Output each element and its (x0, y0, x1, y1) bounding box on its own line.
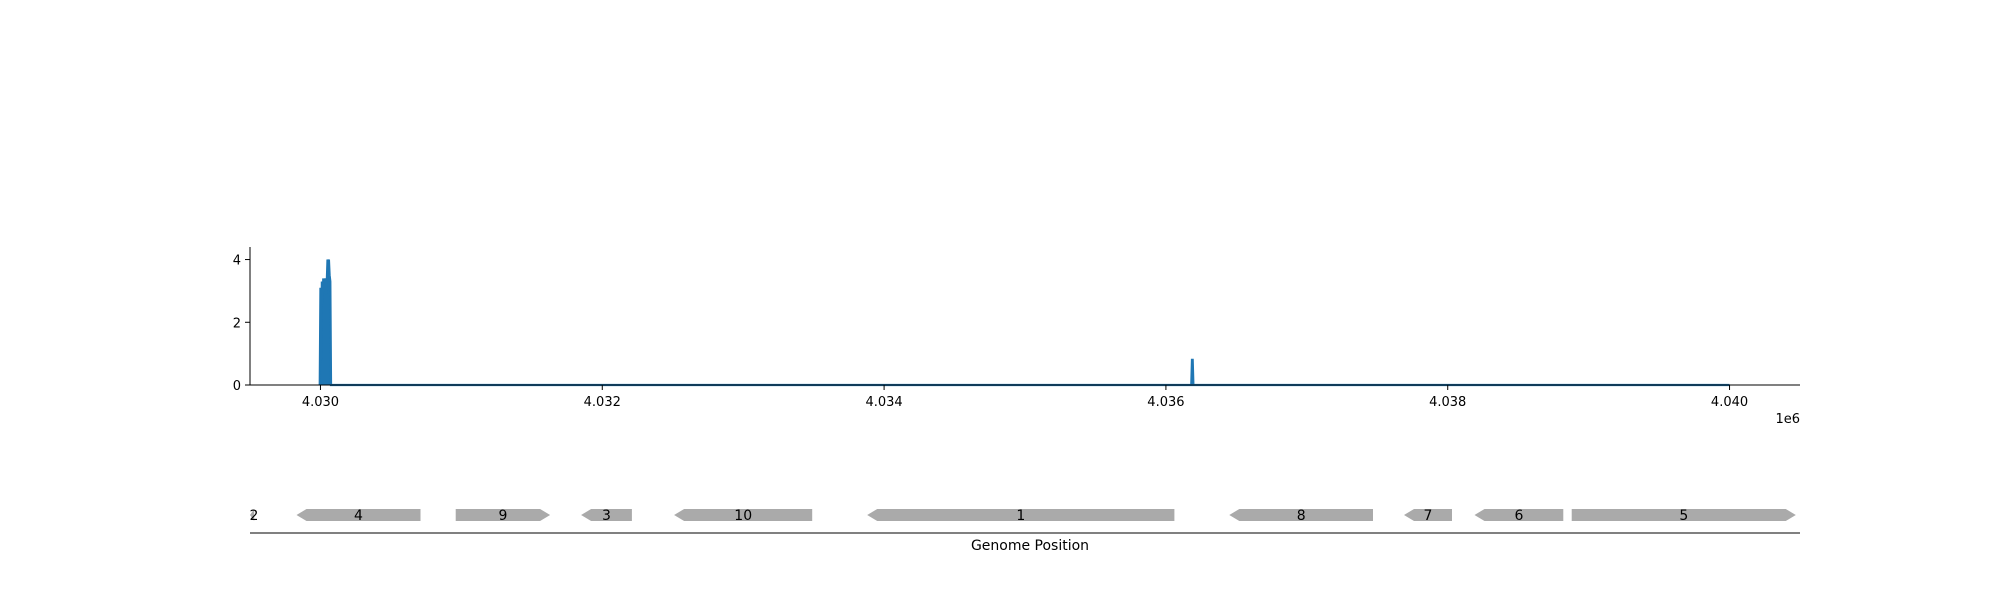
gene-arrows: 2 4 9 3 10 1 8 7 6 5 (250, 508, 1796, 524)
gene-arrow-5 (1571, 509, 1796, 521)
gene-arrow-6 (1474, 509, 1564, 521)
gene-arrow-8 (1229, 509, 1373, 521)
gene-arrow-9 (455, 509, 551, 521)
x-tick-label: 4.034 (865, 395, 902, 410)
x-tick-label: 4.040 (1711, 395, 1748, 410)
x-tick-label: 4.036 (1147, 395, 1184, 410)
gene-arrow-10 (674, 509, 813, 521)
gene-arrow-4 (296, 509, 421, 521)
coverage-panel: 0 2 4 4.030 4.032 4.034 4.036 4.038 4.040 1e6 (233, 247, 1800, 427)
x-tick-label: 4.030 (302, 395, 339, 410)
y-tick-label: 0 (233, 379, 241, 394)
gene-arrow-3 (581, 509, 632, 521)
gene-label-5: 5 (1679, 508, 1688, 524)
coverage-y-ticks: 0 2 4 (233, 254, 250, 394)
gene-label-3: 3 (602, 508, 611, 524)
x-axis-offset-label: 1e6 (1775, 412, 1800, 427)
y-tick-label: 2 (233, 316, 241, 331)
gene-map-panel: 2 4 9 3 10 1 8 7 6 5 Genome Position (250, 508, 1800, 554)
y-tick-label: 4 (233, 254, 241, 269)
coverage-plot (318, 259, 1730, 387)
gene-label-9: 9 (498, 508, 507, 524)
gene-label-6: 6 (1514, 508, 1523, 524)
coverage-line-0 (318, 259, 1730, 387)
gene-label-1: 1 (1016, 508, 1025, 524)
gene-label-10: 10 (734, 508, 752, 524)
gene-arrow-1 (867, 509, 1175, 521)
gene-arrow-2 (250, 509, 255, 521)
gene-label-8: 8 (1297, 508, 1306, 524)
gene-label-2: 2 (250, 508, 259, 524)
gene-arrow-7 (1404, 509, 1452, 521)
coverage-x-ticks: 4.030 4.032 4.034 4.036 4.038 4.040 (302, 385, 1748, 410)
x-tick-label: 4.038 (1429, 395, 1466, 410)
gene-label-7: 7 (1424, 508, 1433, 524)
x-tick-label: 4.032 (584, 395, 621, 410)
gene-label-4: 4 (354, 508, 363, 524)
gene-map-x-axis-label: Genome Position (971, 538, 1089, 554)
